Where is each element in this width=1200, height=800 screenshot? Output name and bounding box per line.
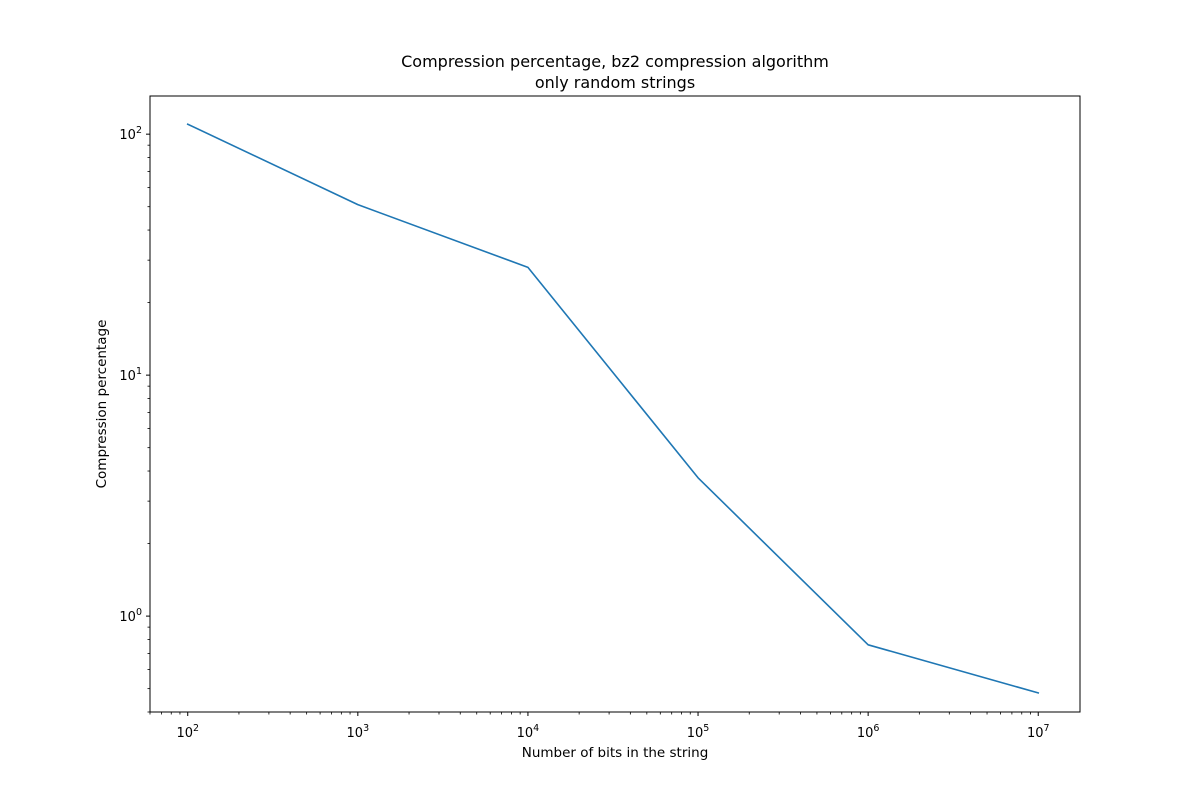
chart-subtitle: only random strings <box>535 73 695 92</box>
x-tick-label: 107 <box>1027 723 1050 741</box>
x-tick-label: 105 <box>687 723 710 741</box>
ticks-layer: 102 103 104 105 106 107 100 101 102 <box>119 125 1049 741</box>
y-axis-label: Compression percentage <box>94 320 110 489</box>
x-tick-label: 104 <box>517 723 540 741</box>
chart-title: Compression percentage, bz2 compression … <box>401 52 829 71</box>
y-tick-label: 102 <box>119 125 142 143</box>
y-tick-label: 100 <box>119 607 142 625</box>
series-line <box>186 123 1040 694</box>
x-tick-label: 103 <box>347 723 370 741</box>
plot-area-frame <box>149 95 1081 713</box>
x-tick-label: 102 <box>176 723 199 741</box>
series-layer <box>186 123 1040 694</box>
x-axis-label: Number of bits in the string <box>522 745 709 761</box>
y-tick-label: 101 <box>119 366 142 384</box>
x-tick-label: 106 <box>857 723 880 741</box>
